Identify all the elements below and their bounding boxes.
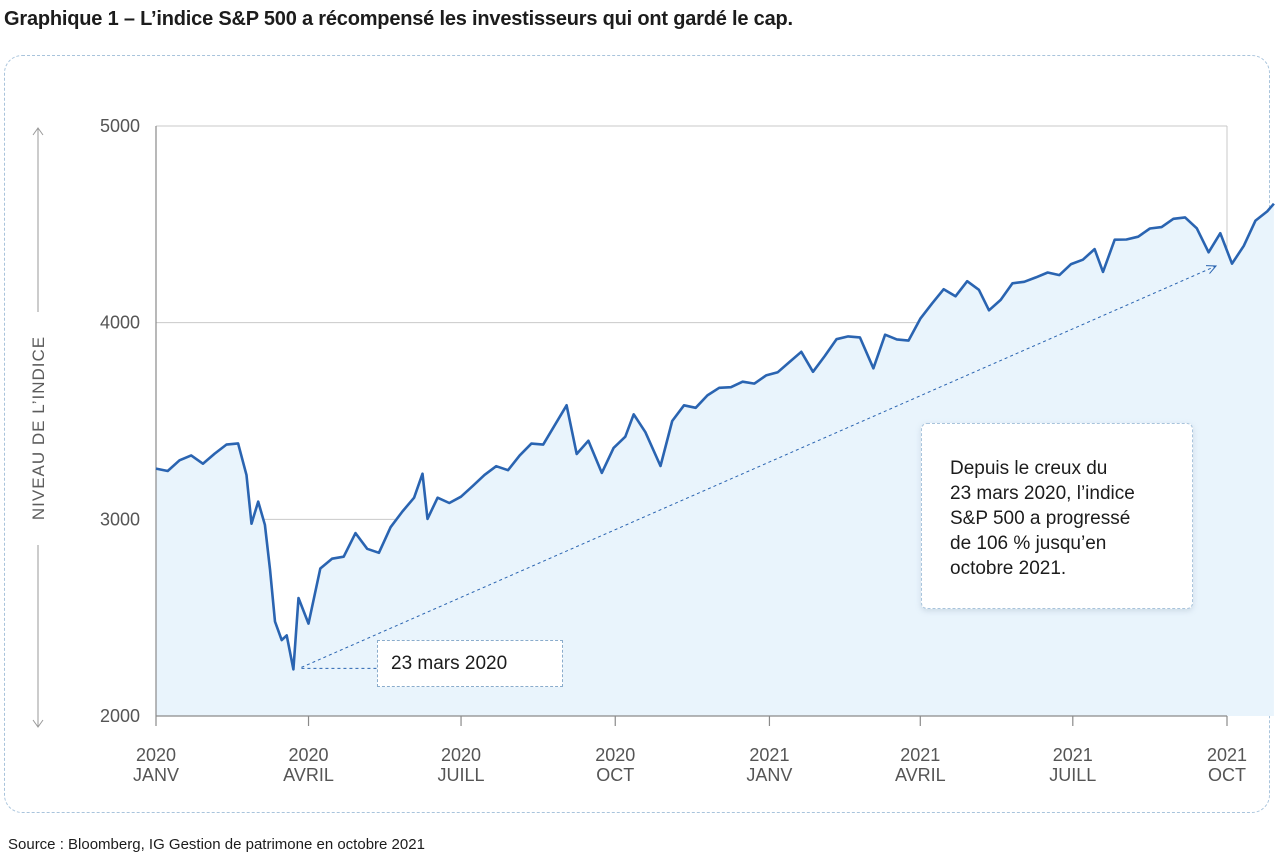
y-tick-label: 3000: [100, 509, 140, 529]
x-tick-label-year: 2021: [900, 745, 940, 765]
trend-arrow-line: [301, 265, 1217, 668]
x-tick-label-month: JANV: [746, 765, 792, 785]
y-tick-label: 2000: [100, 706, 140, 726]
y-axis-label-group: NIVEAU DE L’INDICE: [29, 127, 48, 728]
chart-title: Graphique 1 – L’indice S&P 500 a récompe…: [4, 8, 793, 30]
y-axis-arrow-top-head: [32, 127, 44, 136]
x-tick-label-year: 2021: [1207, 745, 1247, 765]
annotation-line: octobre 2021.: [950, 558, 1067, 579]
x-tick-label-month: JANV: [133, 765, 179, 785]
x-tick-label-month: OCT: [596, 765, 634, 785]
x-tick-label-year: 2020: [441, 745, 481, 765]
x-tick-label-year: 2020: [288, 745, 328, 765]
x-tick-label-year: 2021: [1053, 745, 1093, 765]
x-tick-label-month: AVRIL: [895, 765, 946, 785]
series-line: [155, 202, 1275, 671]
annotation-line: S&P 500 a progressé: [950, 508, 1131, 529]
annotation-box: Depuis le creux du 23 mars 2020, l’indic…: [921, 423, 1193, 609]
low-date-label-box: 23 mars 2020: [377, 640, 563, 687]
x-tick-label-month: AVRIL: [283, 765, 334, 785]
source-note: Source : Bloomberg, IG Gestion de patrim…: [8, 836, 425, 853]
y-tick-label: 5000: [100, 116, 140, 136]
y-axis-label: NIVEAU DE L’INDICE: [29, 336, 48, 520]
tick-labels-group: 20003000400050002020JANV2020AVRIL2020JUI…: [100, 116, 1247, 785]
x-tick-label-year: 2020: [136, 745, 176, 765]
annotation-line: Depuis le creux du: [950, 458, 1108, 479]
x-tick-label-month: JUILL: [1049, 765, 1096, 785]
annotation-text: Depuis le creux du 23 mars 2020, l’indic…: [950, 456, 1180, 581]
x-tick-label-month: OCT: [1208, 765, 1246, 785]
x-tick-label-month: JUILL: [438, 765, 485, 785]
y-tick-label: 4000: [100, 313, 140, 333]
low-date-label: 23 mars 2020: [391, 653, 508, 674]
axes-group: [155, 126, 1228, 726]
x-tick-label-year: 2020: [595, 745, 635, 765]
x-tick-label-year: 2021: [749, 745, 789, 765]
annotation-line: de 106 % jusqu’en: [950, 533, 1107, 554]
y-axis-arrow-bottom-head: [32, 719, 44, 728]
trend-arrow-head: [1205, 265, 1218, 274]
annotation-line: 23 mars 2020, l’indice: [950, 483, 1135, 504]
